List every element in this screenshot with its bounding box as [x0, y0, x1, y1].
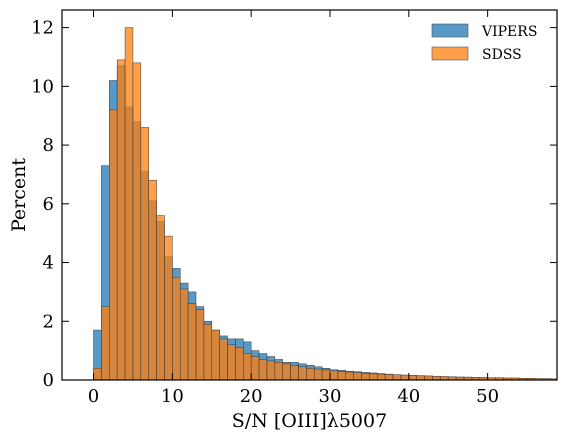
legend-label-sdss: SDSS [482, 47, 522, 63]
bar-sdss-28 [313, 368, 323, 381]
y-tick-label: 2 [43, 311, 54, 332]
x-tick-label: 20 [240, 386, 263, 407]
bar-sdss-32 [345, 371, 354, 381]
bar-sdss-31 [337, 371, 347, 381]
legend-label-vipers: VIPERS [481, 24, 537, 40]
bar-sdss-33 [353, 372, 362, 381]
bar-sdss-27 [306, 368, 315, 381]
bar-sdss-34 [361, 372, 370, 381]
y-tick-label: 6 [43, 194, 54, 215]
x-axis-label: S/N [OIII]λ5007 [232, 410, 387, 432]
y-tick-label: 0 [43, 370, 54, 391]
x-axis-ticks: 0 10 20 30 40 50 [88, 10, 499, 407]
bar-sdss-15 [211, 329, 220, 381]
x-tick-label: 40 [397, 386, 420, 407]
bar-sdss-23 [274, 362, 283, 381]
x-tick-label: 30 [319, 386, 342, 407]
bar-sdss-37 [384, 374, 394, 381]
y-tick-label: 8 [43, 135, 54, 156]
bar-sdss-35 [369, 373, 378, 381]
bar-sdss-38 [392, 374, 402, 381]
legend: VIPERS SDSS [431, 23, 537, 63]
bar-sdss-3 [116, 59, 126, 381]
bar-sdss-2 [109, 109, 118, 381]
bar-sdss-5 [132, 62, 142, 381]
y-tick-label: 10 [31, 76, 54, 97]
y-axis-ticks: 0 2 4 6 8 10 12 [31, 18, 557, 391]
bar-sdss-0 [93, 368, 102, 381]
bar-sdss-8 [156, 215, 165, 381]
bar-sdss-1 [101, 306, 110, 381]
plot-frame [61, 9, 558, 381]
bar-sdss-17 [227, 344, 236, 381]
x-tick-label: 10 [161, 386, 184, 407]
bar-sdss-22 [266, 360, 276, 381]
y-tick-label: 12 [31, 18, 54, 39]
bar-sdss-11 [179, 288, 189, 381]
bar-sdss-16 [219, 338, 228, 381]
bar-sdss-14 [203, 323, 213, 381]
y-tick-label: 4 [43, 253, 54, 274]
y-axis-label: Percent [8, 158, 30, 232]
legend-swatch-sdss [431, 46, 469, 61]
bar-sdss-25 [290, 365, 299, 381]
bar-sdss-29 [321, 369, 331, 381]
bar-sdss-13 [195, 309, 205, 381]
bar-sdss-7 [148, 180, 157, 381]
x-tick-label: 0 [88, 386, 99, 407]
bar-sdss-26 [298, 366, 307, 381]
bar-sdss-18 [235, 347, 244, 381]
x-tick-label: 50 [476, 386, 499, 407]
bar-sdss-40 [408, 375, 417, 381]
bar-sdss-39 [400, 374, 410, 381]
bar-sdss-42 [424, 375, 433, 381]
bar-sdss-41 [416, 375, 425, 381]
bar-sdss-6 [140, 127, 149, 381]
sdss-bars [93, 27, 558, 381]
bar-sdss-4 [124, 27, 134, 381]
bar-sdss-20 [250, 356, 260, 381]
legend-swatch-vipers [431, 23, 469, 38]
bar-sdss-10 [172, 276, 181, 381]
bar-sdss-30 [329, 370, 339, 381]
bar-sdss-24 [282, 363, 291, 381]
bar-sdss-19 [243, 353, 252, 381]
bar-sdss-21 [258, 359, 268, 381]
bar-sdss-36 [377, 373, 386, 381]
bar-sdss-12 [187, 303, 197, 381]
bar-sdss-9 [164, 235, 173, 381]
